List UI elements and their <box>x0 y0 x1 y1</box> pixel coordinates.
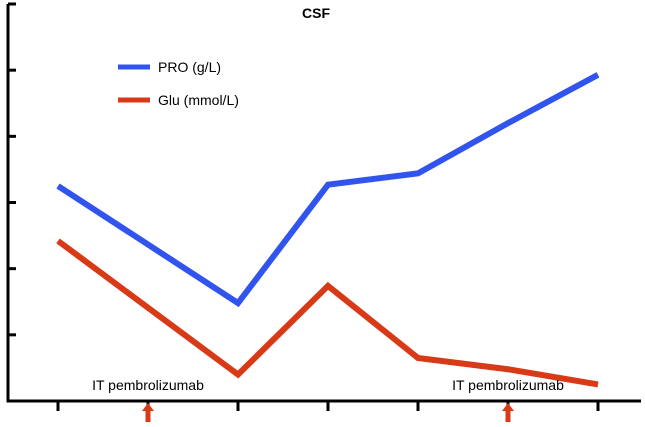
series-line-0 <box>56 72 600 308</box>
legend-label-1: Glu (mmol/L) <box>158 92 239 108</box>
series-line-1 <box>56 238 599 388</box>
chart-title: CSF <box>302 5 330 21</box>
annotation-label-0: IT pembrolizumab <box>92 377 204 393</box>
legend-label-0: PRO (g/L) <box>158 59 221 75</box>
annotation-arrow-0 <box>142 403 154 422</box>
annotation-arrow-1 <box>502 403 514 422</box>
annotation-label-1: IT pembrolizumab <box>452 377 564 393</box>
